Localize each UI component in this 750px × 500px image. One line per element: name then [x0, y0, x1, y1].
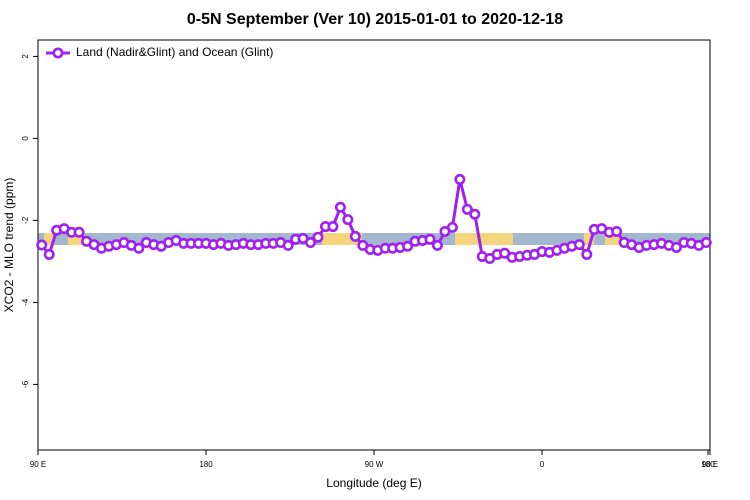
- data-point: [402, 240, 414, 252]
- y-axis-label: XCO2 - MLO trend (ppm): [2, 178, 16, 313]
- data-point: [424, 233, 436, 245]
- data-point: [670, 241, 682, 253]
- x-tick-label: 90 E: [30, 460, 46, 469]
- y-tick-label: -4: [21, 298, 30, 306]
- x-axis-label: Longitude (deg E): [326, 476, 421, 490]
- land-band: [584, 233, 594, 245]
- data-point: [73, 226, 85, 238]
- data-point: [700, 237, 712, 249]
- y-tick-label: -6: [21, 380, 30, 388]
- x-tick-label: 90 W: [365, 460, 384, 469]
- data-point: [133, 242, 145, 254]
- data-point: [342, 214, 354, 226]
- x-tick-label: 180: [701, 460, 715, 469]
- data-point: [431, 239, 443, 251]
- data-point: [611, 225, 623, 237]
- land-band: [455, 233, 513, 245]
- chart-title: 0-5N September (Ver 10) 2015-01-01 to 20…: [187, 11, 563, 28]
- data-point: [327, 221, 339, 233]
- legend-label: Land (Nadir&Glint) and Ocean (Glint): [76, 45, 273, 59]
- data-point: [334, 201, 346, 213]
- data-point: [282, 239, 294, 251]
- data-point: [312, 231, 324, 243]
- x-tick-label: 0: [540, 460, 545, 469]
- data-point: [461, 203, 473, 215]
- land-band: [44, 233, 54, 245]
- y-tick-label: -2: [21, 216, 30, 224]
- data-point: [454, 173, 466, 185]
- data-point: [349, 230, 361, 242]
- x-tick-label: 180: [199, 460, 213, 469]
- data-point: [36, 239, 48, 251]
- data-point: [581, 248, 593, 260]
- data-point: [469, 208, 481, 220]
- y-tick-label: 2: [21, 54, 30, 59]
- legend-marker: [52, 47, 64, 59]
- y-tick-label: 0: [21, 136, 30, 141]
- data-point: [573, 239, 585, 251]
- data-point: [305, 237, 317, 249]
- data-point: [43, 248, 55, 260]
- data-point: [446, 221, 458, 233]
- x-tick-label: 90 E: [702, 460, 718, 469]
